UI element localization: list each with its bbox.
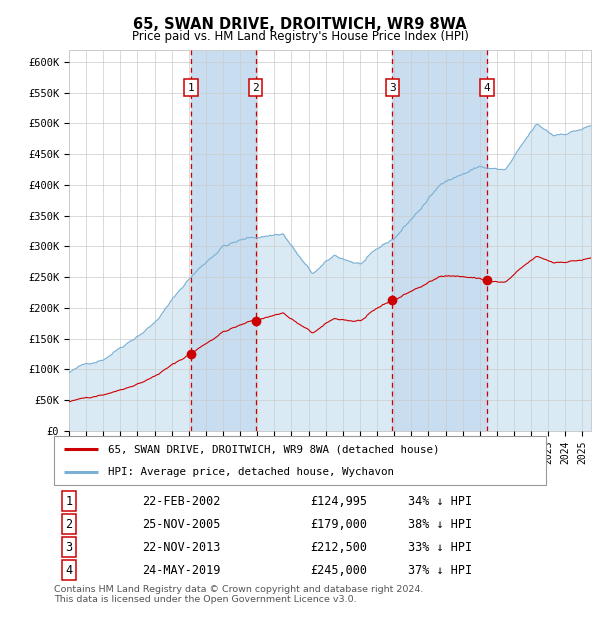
Text: 65, SWAN DRIVE, DROITWICH, WR9 8WA (detached house): 65, SWAN DRIVE, DROITWICH, WR9 8WA (deta… [108, 444, 440, 454]
Text: £124,995: £124,995 [310, 495, 367, 508]
Text: 2: 2 [252, 82, 259, 93]
Text: Contains HM Land Registry data © Crown copyright and database right 2024.
This d: Contains HM Land Registry data © Crown c… [54, 585, 424, 604]
Text: 1: 1 [65, 495, 73, 508]
Text: 3: 3 [65, 541, 73, 554]
Bar [191, 50, 256, 431]
Text: 24-MAY-2019: 24-MAY-2019 [143, 564, 221, 577]
Text: Price paid vs. HM Land Registry's House Price Index (HPI): Price paid vs. HM Land Registry's House … [131, 30, 469, 43]
Text: 33% ↓ HPI: 33% ↓ HPI [408, 541, 472, 554]
Text: £179,000: £179,000 [310, 518, 367, 531]
Text: 1: 1 [188, 82, 194, 93]
FancyBboxPatch shape [54, 436, 546, 485]
Text: £212,500: £212,500 [310, 541, 367, 554]
Text: 34% ↓ HPI: 34% ↓ HPI [408, 495, 472, 508]
Text: 38% ↓ HPI: 38% ↓ HPI [408, 518, 472, 531]
Bar [392, 50, 487, 431]
Text: 2: 2 [65, 518, 73, 531]
Text: 22-FEB-2002: 22-FEB-2002 [143, 495, 221, 508]
Text: 25-NOV-2005: 25-NOV-2005 [143, 518, 221, 531]
Text: 4: 4 [483, 82, 490, 93]
Text: 4: 4 [65, 564, 73, 577]
Text: 65, SWAN DRIVE, DROITWICH, WR9 8WA: 65, SWAN DRIVE, DROITWICH, WR9 8WA [133, 17, 467, 32]
Text: 3: 3 [389, 82, 396, 93]
Text: 22-NOV-2013: 22-NOV-2013 [143, 541, 221, 554]
Text: £245,000: £245,000 [310, 564, 367, 577]
Text: 37% ↓ HPI: 37% ↓ HPI [408, 564, 472, 577]
Text: HPI: Average price, detached house, Wychavon: HPI: Average price, detached house, Wych… [108, 467, 394, 477]
